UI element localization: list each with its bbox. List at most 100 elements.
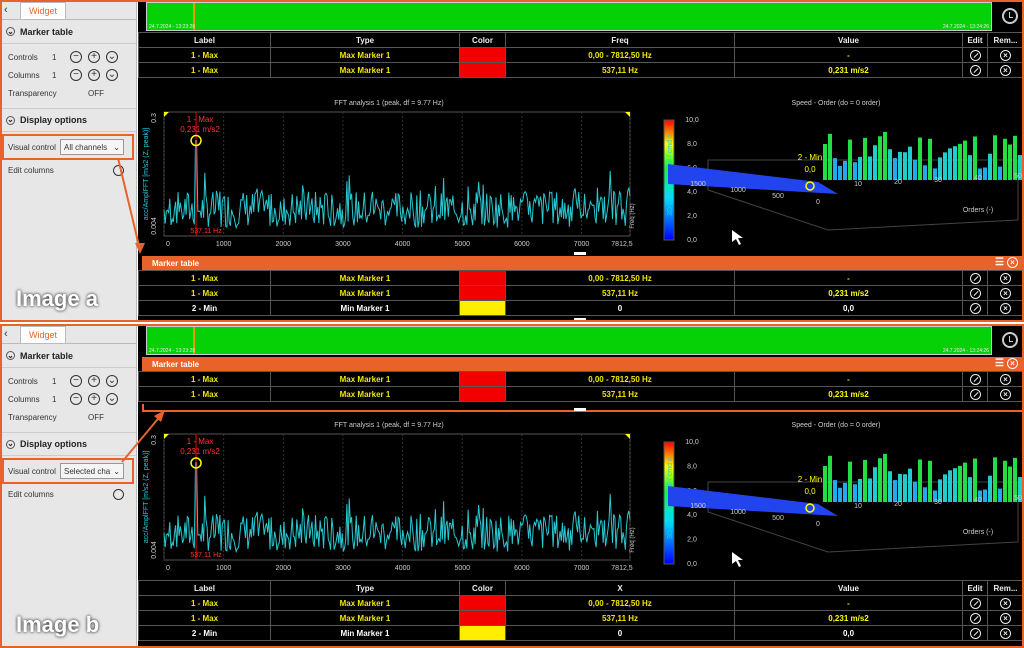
edit-columns-row[interactable]: Edit columns: [0, 160, 136, 180]
section-marker-table[interactable]: ⌄ Marker table: [0, 344, 136, 368]
cell-label: 2 - Min: [138, 625, 271, 641]
chevron-down-icon[interactable]: ⌄: [106, 375, 118, 387]
edit-icon[interactable]: [969, 612, 981, 624]
close-icon[interactable]: ×: [1000, 49, 1011, 61]
chevron-down-icon[interactable]: ⌄: [106, 69, 118, 81]
cell-color: [459, 47, 506, 63]
x-axis-label: Freq (Hz): [630, 527, 636, 552]
edit-icon[interactable]: [969, 597, 981, 609]
back-icon[interactable]: ‹: [4, 4, 8, 16]
section-display-options[interactable]: ⌄ Display options: [0, 108, 136, 132]
edit-icon[interactable]: [969, 64, 981, 76]
clock-icon[interactable]: [1002, 332, 1018, 348]
resize-handle[interactable]: [574, 318, 586, 321]
trend-recorder[interactable]: 24.7.2024 - 13:23:26 24.7.2024 - 13:24:2…: [146, 2, 992, 31]
close-icon[interactable]: ×: [1000, 627, 1011, 639]
table-row[interactable]: 2 - Min Min Marker 1 0 0,0 ×: [138, 300, 1024, 316]
plus-icon[interactable]: +: [88, 393, 100, 405]
visual-control-select[interactable]: Selected cha ⌄: [60, 463, 124, 479]
close-icon[interactable]: ×: [1000, 612, 1011, 624]
transparency-toggle[interactable]: OFF: [88, 88, 104, 98]
close-icon[interactable]: ×: [1007, 257, 1018, 268]
trend-cursor[interactable]: [193, 327, 195, 354]
transparency-toggle[interactable]: OFF: [88, 412, 104, 422]
edit-icon[interactable]: [969, 627, 981, 639]
close-icon[interactable]: ×: [1000, 302, 1011, 314]
menu-icon[interactable]: ☰: [995, 358, 1004, 369]
wf-bar: [993, 135, 997, 180]
plus-icon[interactable]: +: [88, 375, 100, 387]
minus-icon[interactable]: −: [70, 69, 82, 81]
wf-bar: [928, 138, 932, 180]
edit-icon[interactable]: [113, 164, 124, 176]
plus-icon[interactable]: +: [88, 69, 100, 81]
marker-table-header[interactable]: Marker table ☰ ×: [142, 256, 1024, 270]
minus-icon[interactable]: −: [70, 51, 82, 63]
fft-chart[interactable]: FFT analysis 1 (peak, df = 9.77 Hz) 0 100…: [142, 100, 636, 250]
marker-freq: 537,11 Hz: [190, 228, 222, 235]
back-icon[interactable]: ‹: [4, 328, 8, 340]
wf-bar: [863, 137, 867, 180]
visual-control-select[interactable]: All channels ⌄: [60, 139, 124, 155]
order-tick-label: 30: [934, 177, 942, 184]
tab-widget[interactable]: Widget: [20, 2, 67, 19]
edit-columns-row[interactable]: Edit columns: [0, 484, 136, 504]
edit-icon[interactable]: [969, 302, 981, 314]
close-icon[interactable]: ×: [1000, 597, 1011, 609]
table-row[interactable]: 2 - Min Min Marker 1 0 0,0 ×: [138, 625, 1024, 641]
chevron-down-icon[interactable]: ⌄: [106, 393, 118, 405]
menu-icon[interactable]: ☰: [995, 257, 1004, 268]
wf-bar: [933, 490, 937, 502]
marker-table-header[interactable]: Marker table ☰ ×: [142, 357, 1024, 371]
chevron-down-icon[interactable]: ⌄: [106, 51, 118, 63]
wf-bar: [883, 131, 887, 180]
edit-columns-label: Edit columns: [8, 165, 54, 175]
trend-cursor[interactable]: [193, 3, 195, 30]
table-row[interactable]: 1 - Max Max Marker 1 0,00 - 7812,50 Hz -…: [138, 371, 1024, 387]
wf-bar: [893, 480, 897, 502]
close-icon[interactable]: ×: [1000, 388, 1011, 400]
marker-table-top: 1 - Max Max Marker 1 0,00 - 7812,50 Hz -…: [138, 371, 1024, 402]
clock-icon[interactable]: [1002, 8, 1018, 24]
edit-icon[interactable]: [969, 287, 981, 299]
wf-bar: [843, 160, 847, 180]
y-bottom-tick: 0.004: [151, 217, 158, 235]
close-icon[interactable]: ×: [1000, 64, 1011, 76]
col-type: Type: [270, 32, 460, 48]
trend-end-time: 24.7.2024 - 13:24:26: [942, 348, 989, 354]
table-row[interactable]: 1 - Max Max Marker 1 537,11 Hz 0,231 m/s…: [138, 386, 1024, 402]
resize-handle[interactable]: [574, 252, 586, 255]
edit-icon[interactable]: [969, 388, 981, 400]
table-row[interactable]: 1 - Max Max Marker 1 537,11 Hz 0,231 m/s…: [138, 62, 1024, 78]
x-tick-label: 1000: [216, 241, 232, 248]
table-row[interactable]: 1 - Max Max Marker 1 537,11 Hz 0,231 m/s…: [138, 610, 1024, 626]
section-marker-table[interactable]: ⌄ Marker table: [0, 20, 136, 44]
marker-label: 1 - Max: [187, 115, 214, 124]
columns-row: Columns 1 − + ⌄: [0, 390, 136, 408]
minus-icon[interactable]: −: [70, 393, 82, 405]
fft-chart[interactable]: FFT analysis 1 (peak, df = 9.77 Hz) 0 100…: [142, 422, 636, 574]
fft-trace: [163, 140, 631, 230]
close-icon[interactable]: ×: [1007, 358, 1018, 369]
wf-marker-value: 0,0: [804, 165, 816, 174]
waterfall-chart[interactable]: Speed - Order (do = 0 order) 3D Order wa…: [648, 422, 1024, 574]
minus-icon[interactable]: −: [70, 375, 82, 387]
plus-icon[interactable]: +: [88, 51, 100, 63]
section-display-options[interactable]: ⌄ Display options: [0, 432, 136, 456]
wf-bar: [858, 478, 862, 502]
waterfall-chart[interactable]: Speed - Order (do = 0 order) 3D Order wa…: [648, 100, 1024, 250]
col-label: Label: [138, 580, 271, 596]
edit-icon[interactable]: [969, 272, 981, 284]
x-tick-label: 6000: [514, 241, 530, 248]
edit-icon[interactable]: [969, 49, 981, 61]
trend-recorder[interactable]: 24.7.2024 - 13:23:26 24.7.2024 - 13:24:2…: [146, 326, 992, 355]
close-icon[interactable]: ×: [1000, 373, 1011, 385]
close-icon[interactable]: ×: [1000, 287, 1011, 299]
edit-icon[interactable]: [113, 488, 124, 500]
edit-icon[interactable]: [969, 373, 981, 385]
wf-bar: [888, 471, 892, 502]
resize-handle[interactable]: [574, 408, 586, 411]
close-icon[interactable]: ×: [1000, 272, 1011, 284]
tab-widget[interactable]: Widget: [20, 326, 67, 343]
controls-label: Controls: [8, 376, 38, 386]
